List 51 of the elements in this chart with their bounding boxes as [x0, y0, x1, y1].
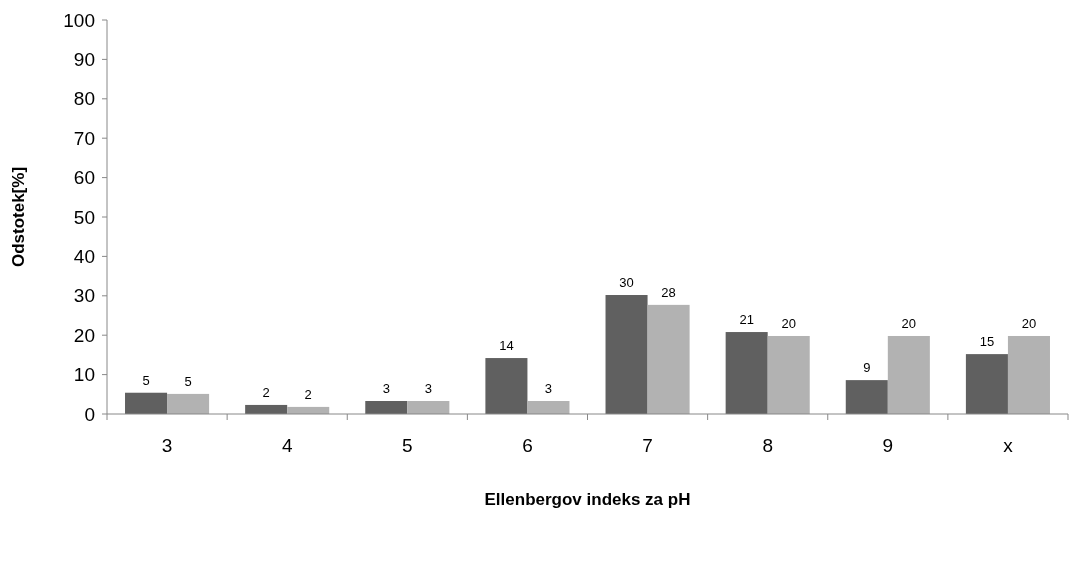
data-label: 30: [619, 275, 634, 291]
bar: [485, 358, 528, 414]
y-tick-label: 100: [63, 9, 95, 31]
bar: [605, 295, 648, 414]
y-tick-label: 20: [73, 324, 95, 346]
data-label: 28: [661, 284, 676, 300]
x-tick-label: 6: [522, 435, 533, 456]
bar: [845, 380, 888, 414]
y-tick-label: 90: [73, 49, 95, 71]
bar: [167, 393, 210, 414]
data-label: 9: [863, 360, 871, 376]
y-tick-label: 30: [73, 285, 95, 307]
data-label: 3: [424, 381, 432, 396]
data-label: 20: [901, 315, 917, 331]
bar: [125, 392, 168, 414]
data-label: 14: [499, 338, 514, 354]
data-label: 5: [142, 372, 150, 388]
y-tick-label: 70: [73, 127, 95, 149]
bar: [887, 335, 930, 414]
x-tick-label: 9: [882, 435, 894, 456]
x-tick-label: 5: [402, 435, 413, 456]
data-label: 2: [262, 384, 270, 400]
bar: [365, 401, 408, 414]
bar: [647, 304, 690, 414]
bar: [965, 354, 1008, 414]
bar: [767, 335, 810, 414]
data-label: 20: [781, 315, 796, 331]
x-tick-label: x: [1003, 435, 1014, 456]
data-label: 15: [979, 334, 995, 350]
x-tick-label: 3: [161, 435, 173, 456]
bar: [1007, 335, 1050, 414]
y-axis-title: Odstotek[%]: [9, 166, 28, 268]
data-label: 2: [304, 386, 312, 402]
y-tick-label: 0: [84, 403, 95, 425]
data-label: 5: [184, 373, 192, 389]
bar: [407, 401, 450, 414]
x-tick-label: 7: [642, 435, 653, 456]
y-tick-label: 10: [73, 364, 95, 386]
y-tick-label: 40: [73, 246, 95, 268]
y-tick-label: 80: [73, 88, 95, 110]
x-tick-label: 4: [281, 435, 293, 456]
x-tick-label: 8: [762, 435, 773, 456]
y-tick-label: 50: [73, 206, 95, 228]
data-label: 20: [1021, 315, 1037, 331]
y-tick-label: 60: [73, 167, 95, 189]
bar: [527, 401, 570, 414]
data-label: 3: [382, 381, 390, 396]
data-label: 21: [739, 312, 754, 328]
data-label: 3: [544, 381, 553, 396]
x-axis-title: Ellenbergov indeks za pH: [484, 490, 691, 509]
bar: [725, 332, 768, 414]
